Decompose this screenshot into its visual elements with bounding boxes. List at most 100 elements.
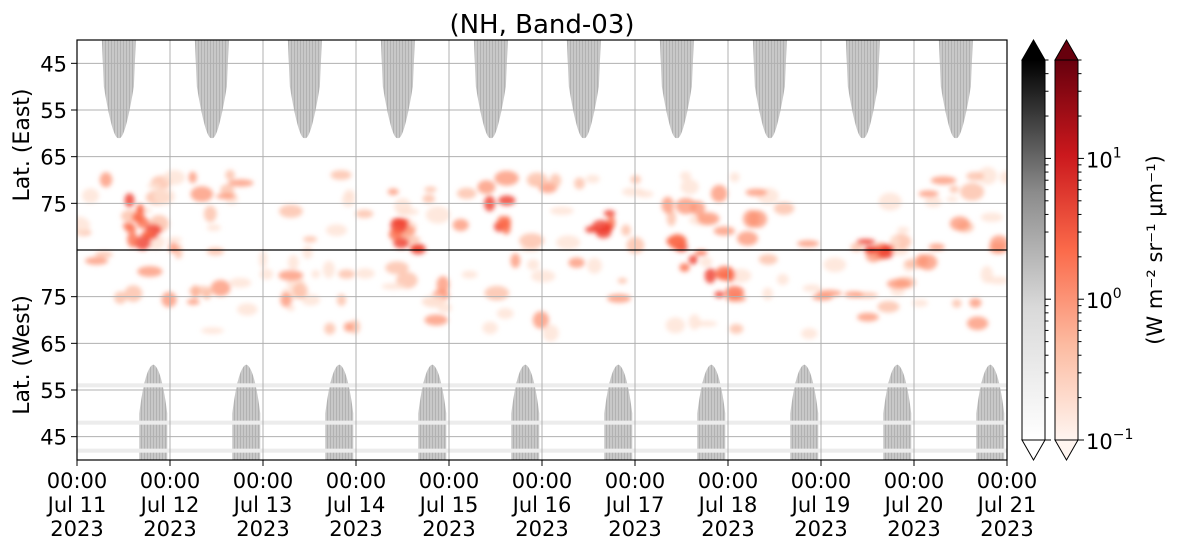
- intensity-mark: [797, 240, 819, 248]
- x-tick-label: 00:00: [791, 469, 852, 493]
- colorbar-red-extend-max: [1054, 38, 1079, 61]
- intensity-mark: [287, 254, 299, 271]
- intensity-mark: [477, 180, 496, 195]
- intensity-mark: [394, 198, 412, 215]
- intensity-mark: [167, 236, 182, 243]
- intensity-mark: [324, 322, 336, 335]
- x-tick-label: 00:00: [47, 469, 108, 493]
- intensity-mark: [666, 209, 677, 227]
- intensity-mark: [341, 193, 356, 207]
- intensity-mark: [131, 213, 141, 223]
- x-tick-label: Jul 16: [511, 493, 572, 517]
- gray-coverage-east: [380, 40, 415, 139]
- intensity-mark: [303, 236, 318, 243]
- intensity-mark: [725, 268, 735, 283]
- intensity-mark: [124, 193, 135, 208]
- intensity-mark: [710, 184, 728, 203]
- intensity-mark: [387, 188, 399, 196]
- y-axis-ticks: 45 55 65 75 75 65 55 45: [40, 52, 77, 450]
- intensity-mark: [668, 234, 687, 250]
- x-tick-label: 00:00: [605, 469, 666, 493]
- intensity-mark: [301, 294, 321, 306]
- intensity-mark: [574, 177, 585, 190]
- intensity-mark: [163, 170, 186, 185]
- x-tick-label: Jul 17: [604, 493, 665, 517]
- intensity-mark: [585, 226, 597, 233]
- intensity-mark: [556, 235, 581, 250]
- x-tick-label: Jul 20: [883, 493, 944, 517]
- intensity-mark: [946, 196, 958, 203]
- intensity-mark: [776, 273, 789, 286]
- intensity-mark: [630, 175, 641, 184]
- x-tick-label: 2023: [608, 517, 661, 541]
- intensity-mark: [699, 256, 713, 268]
- intensity-mark: [966, 171, 984, 181]
- intensity-mark: [147, 182, 161, 190]
- intensity-mark: [355, 209, 374, 219]
- intensity-mark: [134, 235, 151, 251]
- x-tick-label: Jul 12: [139, 493, 200, 517]
- intensity-mark: [82, 188, 100, 204]
- intensity-mark: [526, 172, 548, 187]
- colorbar-gray-extend-min: [1021, 439, 1046, 462]
- intensity-mark: [621, 224, 631, 236]
- intensity-mark: [140, 230, 155, 238]
- intensity-mark: [857, 312, 879, 322]
- intensity-mark: [526, 259, 540, 271]
- intensity-mark: [688, 255, 698, 265]
- intensity-mark: [502, 215, 512, 229]
- intensity-mark: [743, 209, 760, 228]
- colorbar-tick-label: 101: [1086, 145, 1122, 172]
- x-tick-label: 2023: [143, 517, 196, 541]
- x-tick-label: Jul 13: [232, 493, 293, 517]
- intensity-mark: [680, 179, 699, 195]
- intensity-mark: [988, 276, 1007, 285]
- intensity-mark: [519, 233, 545, 249]
- intensity-mark: [77, 216, 91, 235]
- intensity-mark: [823, 257, 847, 273]
- gray-coverage-east: [101, 40, 136, 139]
- intensity-mark: [532, 311, 550, 329]
- intensity-mark: [621, 187, 645, 197]
- intensity-mark: [911, 299, 929, 307]
- x-tick-label: 2023: [515, 517, 568, 541]
- intensity-mark: [322, 260, 335, 279]
- intensity-mark: [343, 322, 354, 332]
- intensity-mark: [336, 294, 347, 306]
- intensity-mark: [330, 170, 352, 180]
- intensity-mark: [856, 238, 876, 245]
- intensity-mark: [95, 251, 113, 258]
- y-tick-label: 45: [40, 52, 67, 76]
- intensity-mark: [114, 291, 127, 305]
- intensity-mark: [225, 169, 235, 181]
- intensity-mark: [206, 224, 221, 232]
- intensity-mark: [206, 247, 225, 256]
- intensity-mark: [550, 206, 574, 216]
- intensity-mark: [745, 188, 768, 197]
- x-tick-label: 2023: [329, 517, 382, 541]
- intensity-mark: [355, 268, 375, 279]
- colorbar-gray-body: [1021, 59, 1046, 441]
- intensity-mark: [456, 187, 477, 199]
- x-tick-label: 2023: [887, 517, 940, 541]
- gray-coverage-east: [566, 40, 601, 139]
- x-tick-label: 2023: [701, 517, 754, 541]
- intensity-mark: [665, 317, 686, 334]
- y-tick-label: 45: [40, 426, 67, 450]
- x-tick-label: 2023: [794, 517, 847, 541]
- intensity-mark: [989, 235, 1007, 252]
- intensity-mark: [542, 324, 559, 342]
- intensity-mark: [188, 171, 197, 184]
- colorbar-gray-extend-max: [1021, 38, 1046, 61]
- colorbar-red-body: [1054, 59, 1079, 441]
- intensity-mark: [896, 226, 910, 234]
- colorbar-red-extend-min: [1054, 439, 1079, 462]
- colorbar-label: (W m⁻² sr⁻¹ μm⁻¹): [1143, 155, 1167, 345]
- intensity-mark: [877, 249, 894, 259]
- y-tick-label: 55: [40, 379, 67, 403]
- x-tick-label: 00:00: [326, 469, 387, 493]
- intensity-mark: [388, 228, 402, 241]
- x-tick-label: 00:00: [977, 469, 1038, 493]
- y-tick-label: 75: [40, 192, 67, 216]
- intensity-mark: [980, 212, 1003, 222]
